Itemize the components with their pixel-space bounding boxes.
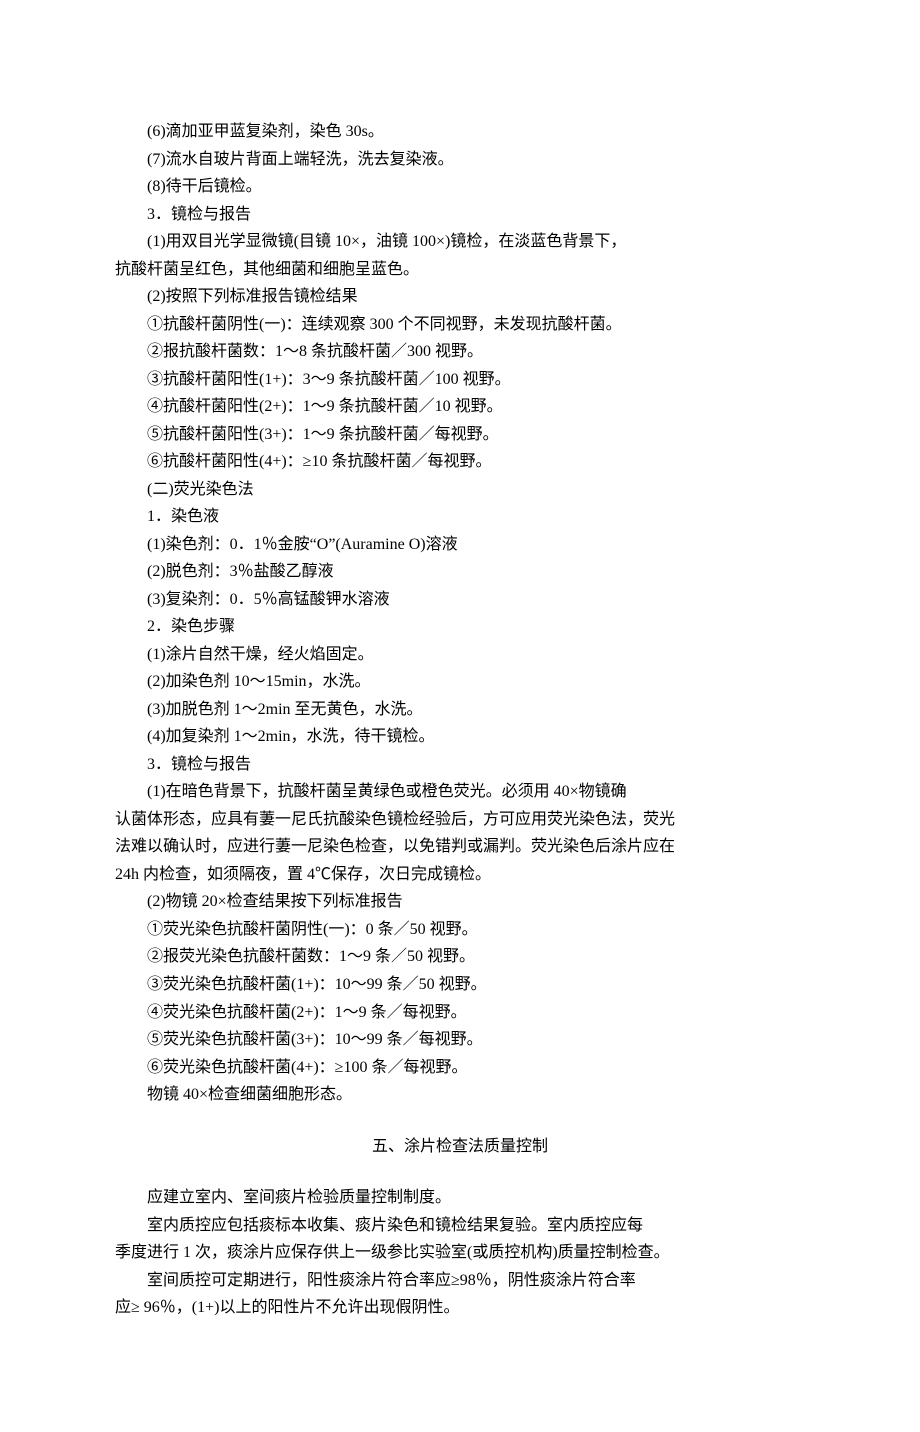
body-line: 1．染色液: [115, 503, 805, 531]
body-line-wrap: 认菌体形态，应具有萋一尼氏抗酸染色镜检经验后，方可应用荧光染色法，荧光: [115, 806, 805, 834]
body-line: (1)在暗色背景下，抗酸杆菌呈黄绿色或橙色荧光。必须用 40×物镜确: [115, 778, 805, 806]
section-heading: 五、涂片检查法质量控制: [115, 1133, 805, 1161]
body-line: (4)加复染剂 1～2min，水洗，待干镜检。: [115, 723, 805, 751]
body-line: ⑤荧光染色抗酸杆菌(3+)：10～99 条／每视野。: [115, 1026, 805, 1054]
body-line: ④抗酸杆菌阳性(2+)：1～9 条抗酸杆菌／10 视野。: [115, 393, 805, 421]
body-line: 3．镜检与报告: [115, 201, 805, 229]
body-line: 物镜 40×检查细菌细胞形态。: [115, 1081, 805, 1109]
body-line: ③抗酸杆菌阳性(1+)：3～9 条抗酸杆菌／100 视野。: [115, 366, 805, 394]
body-line-wrap: 法难以确认时，应进行萋一尼染色检查，以免错判或漏判。荧光染色后涂片应在: [115, 833, 805, 861]
body-line: (3)复染剂：0．5％高锰酸钾水溶液: [115, 586, 805, 614]
body-line: (2)脱色剂：3％盐酸乙醇液: [115, 558, 805, 586]
body-line: (二)荧光染色法: [115, 476, 805, 504]
body-line: (1)涂片自然干燥，经火焰固定。: [115, 641, 805, 669]
body-line: ③荧光染色抗酸杆菌(1+)：10～99 条／50 视野。: [115, 971, 805, 999]
body-line-wrap: 抗酸杆菌呈红色，其他细菌和细胞呈蓝色。: [115, 256, 805, 284]
body-line: (1)染色剂：0．1％金胺“O”(Auramine O)溶液: [115, 531, 805, 559]
body-line: ①抗酸杆菌阴性(一)：连续观察 300 个不同视野，未发现抗酸杆菌。: [115, 311, 805, 339]
body-line: 室间质控可定期进行，阳性痰涂片符合率应≥98％，阴性痰涂片符合率: [115, 1267, 805, 1295]
body-line: 室内质控应包括痰标本收集、痰片染色和镜检结果复验。室内质控应每: [115, 1212, 805, 1240]
body-line: (1)用双目光学显微镜(目镜 10×，油镜 100×)镜检，在淡蓝色背景下，: [115, 228, 805, 256]
body-line: (2)加染色剂 10～15min，水洗。: [115, 668, 805, 696]
body-line: (2)按照下列标准报告镜检结果: [115, 283, 805, 311]
body-line: 应建立室内、室间痰片检验质量控制制度。: [115, 1184, 805, 1212]
body-line: (6)滴加亚甲蓝复染剂，染色 30s。: [115, 118, 805, 146]
body-line-wrap: 24h 内检查，如须隔夜，置 4℃保存，次日完成镜检。: [115, 861, 805, 889]
body-line: (7)流水自玻片背面上端轻洗，洗去复染液。: [115, 146, 805, 174]
body-line: (3)加脱色剂 1～2min 至无黄色，水洗。: [115, 696, 805, 724]
body-line: ④荧光染色抗酸杆菌(2+)：1～9 条／每视野。: [115, 999, 805, 1027]
body-line: 3．镜检与报告: [115, 751, 805, 779]
body-line: ⑥抗酸杆菌阳性(4+)：≥10 条抗酸杆菌／每视野。: [115, 448, 805, 476]
body-line: ②报荧光染色抗酸杆菌数：1～9 条／50 视野。: [115, 943, 805, 971]
body-line: ②报抗酸杆菌数：1～8 条抗酸杆菌／300 视野。: [115, 338, 805, 366]
body-line: ⑤抗酸杆菌阳性(3+)：1～9 条抗酸杆菌／每视野。: [115, 421, 805, 449]
body-line: ⑥荧光染色抗酸杆菌(4+)：≥100 条／每视野。: [115, 1054, 805, 1082]
body-line: ①荧光染色抗酸杆菌阴性(一)：0 条／50 视野。: [115, 916, 805, 944]
body-line: 2．染色步骤: [115, 613, 805, 641]
body-line: (8)待干后镜检。: [115, 173, 805, 201]
document-page: (6)滴加亚甲蓝复染剂，染色 30s。 (7)流水自玻片背面上端轻洗，洗去复染液…: [0, 0, 920, 1432]
body-line: (2)物镜 20×检查结果按下列标准报告: [115, 888, 805, 916]
body-line-wrap: 应≥ 96％，(1+)以上的阳性片不允许出现假阴性。: [115, 1294, 805, 1322]
body-line-wrap: 季度进行 1 次，痰涂片应保存供上一级参比实验室(或质控机构)质量控制检查。: [115, 1239, 805, 1267]
